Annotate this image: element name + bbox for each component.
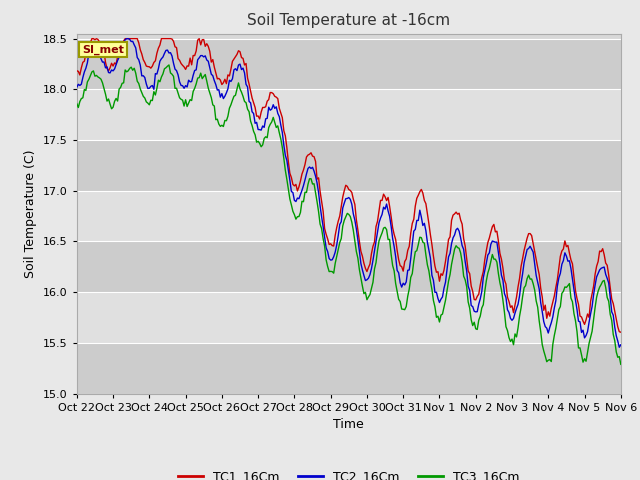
Y-axis label: Soil Temperature (C): Soil Temperature (C): [24, 149, 38, 278]
Bar: [77, 241, 621, 292]
Bar: [77, 191, 621, 241]
Bar: [77, 343, 621, 394]
Bar: [77, 292, 621, 343]
Bar: [77, 140, 621, 191]
Bar: [77, 89, 621, 140]
Title: Soil Temperature at -16cm: Soil Temperature at -16cm: [247, 13, 451, 28]
Bar: [77, 39, 621, 89]
X-axis label: Time: Time: [333, 418, 364, 431]
Legend: TC1_16Cm, TC2_16Cm, TC3_16Cm: TC1_16Cm, TC2_16Cm, TC3_16Cm: [173, 465, 525, 480]
Text: SI_met: SI_met: [82, 44, 124, 55]
